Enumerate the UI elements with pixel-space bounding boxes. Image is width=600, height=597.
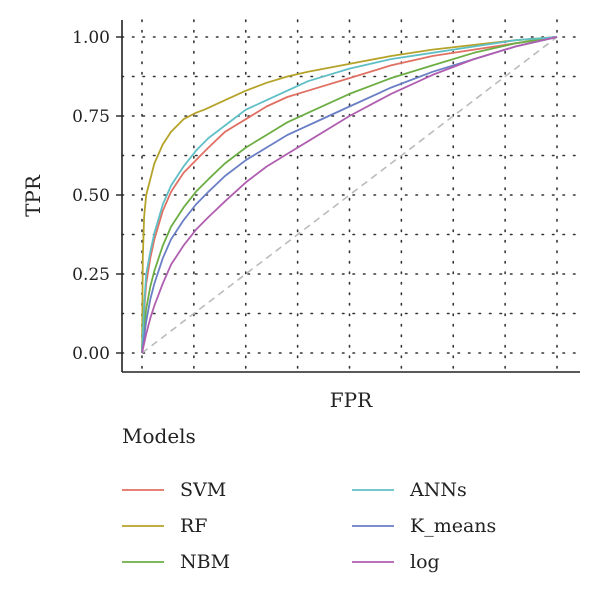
y-ticks: 0.00 0.25 0.50 0.75 1.00 xyxy=(72,28,122,364)
series-line-svm xyxy=(141,36,558,354)
legend-label-rf: RF xyxy=(180,515,208,537)
legend-title: Models xyxy=(122,424,196,448)
y-axis-title: TPR xyxy=(21,174,45,217)
y-tick-label: 0.00 xyxy=(72,344,110,364)
diagonal-reference-line xyxy=(141,36,558,354)
series-lines xyxy=(141,36,558,354)
y-tick-label: 0.75 xyxy=(72,107,110,127)
legend-label-svm: SVM xyxy=(180,479,226,501)
y-tick-label: 0.50 xyxy=(72,186,110,206)
series-line-log xyxy=(141,36,558,354)
legend-label-anns: ANNs xyxy=(409,479,467,501)
legend-label-nbm: NBM xyxy=(180,551,230,573)
x-axis-title: FPR xyxy=(330,388,373,412)
series-line-rf xyxy=(141,36,558,354)
legend-label-k-means: K_means xyxy=(410,515,496,537)
series-line-nbm xyxy=(141,36,558,354)
y-tick-label: 1.00 xyxy=(72,28,110,48)
grid-lines xyxy=(121,19,581,373)
axes xyxy=(121,20,580,373)
series-line-k-means xyxy=(141,36,558,354)
legend-label-log: log xyxy=(410,551,440,573)
series-line-anns xyxy=(141,36,558,354)
y-tick-label: 0.25 xyxy=(72,265,110,285)
